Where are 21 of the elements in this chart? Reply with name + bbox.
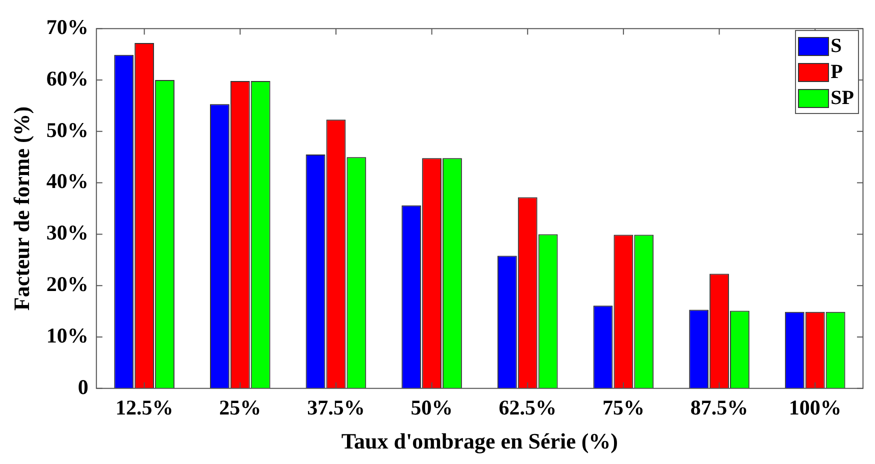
- x-tick-label: 62.5%: [498, 395, 556, 420]
- y-tick-label: 10%: [46, 323, 88, 348]
- y-tick-label: 0: [78, 374, 88, 399]
- x-axis-title: Taux d'ombrage en Série (%): [341, 428, 618, 454]
- x-tick-label: 37.5%: [307, 395, 365, 420]
- x-tick-label: 75%: [602, 395, 644, 420]
- x-tick-label: 100%: [788, 395, 842, 420]
- y-axis-title: Facteur de forme (%): [8, 106, 34, 311]
- legend-label: S: [830, 34, 842, 58]
- y-tick-label: 40%: [46, 169, 88, 194]
- y-tick-label: 70%: [46, 15, 88, 40]
- x-tick-label: 25%: [219, 395, 262, 420]
- legend-label: SP: [830, 86, 854, 110]
- y-tick-label: 20%: [46, 272, 88, 296]
- y-tick-label: 50%: [46, 118, 88, 142]
- y-tick-label: 60%: [46, 66, 88, 90]
- x-tick-label: 12.5%: [115, 395, 174, 420]
- legend-label: P: [830, 60, 843, 84]
- x-tick-label: 87.5%: [690, 395, 748, 420]
- y-tick-label: 30%: [46, 220, 88, 245]
- x-tick-label: 50%: [410, 395, 453, 420]
